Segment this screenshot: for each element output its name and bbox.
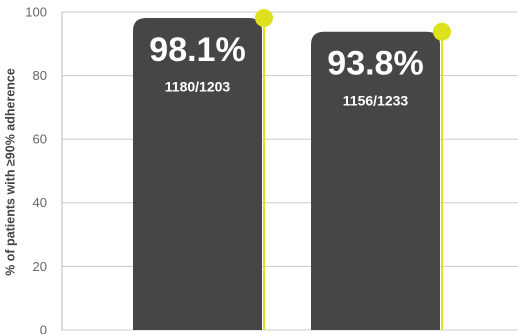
value-marker-dot [255, 9, 273, 28]
y-tick-label: 0 [40, 322, 47, 334]
y-tick-label: 40 [33, 195, 47, 210]
count-label: 1180/1203 [165, 79, 231, 95]
y-tick-label: 60 [33, 132, 47, 147]
y-tick-label: 20 [33, 259, 47, 274]
y-tick-label: 100 [25, 4, 47, 19]
bar [133, 18, 262, 331]
value-label: 93.8% [327, 45, 423, 83]
count-label: 1156/1233 [343, 92, 409, 108]
value-marker-dot [433, 22, 451, 41]
bar [311, 31, 440, 330]
y-axis-label: % of patients with ≥90% adherence [3, 68, 17, 276]
y-tick-label: 80 [33, 68, 47, 83]
value-label: 98.1% [149, 31, 245, 69]
